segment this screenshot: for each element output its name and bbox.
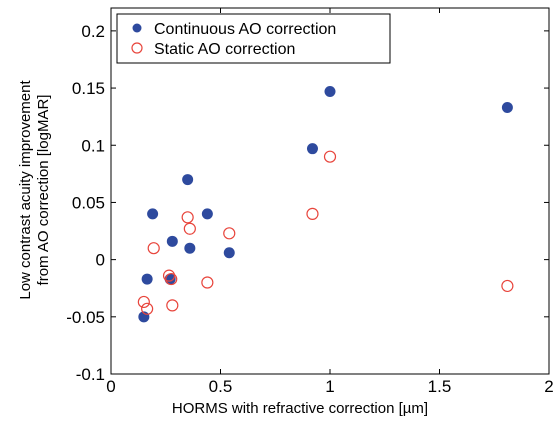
x-axis-ticks: 0 0.5 1 1.5 2 — [106, 8, 554, 396]
data-point — [147, 242, 160, 255]
y-tick-label: -0.05 — [66, 308, 105, 327]
x-tick-label: 0.5 — [209, 377, 233, 396]
y-axis-ticks: -0.1 -0.05 0 0.05 0.1 0.15 0.2 — [66, 22, 549, 384]
data-point — [184, 242, 196, 254]
data-point — [501, 279, 514, 293]
legend-box — [116, 13, 391, 64]
x-tick-label: 1.5 — [428, 377, 452, 396]
y-tick-label: -0.1 — [76, 365, 105, 384]
plot-area: 0 0.5 1 1.5 2 -0.1 -0.05 0 0.05 0.1 0.15 0.2 — [66, 7, 554, 396]
x-tick-label: 1 — [325, 377, 334, 396]
data-point — [181, 211, 194, 224]
series-continuous — [138, 85, 513, 323]
data-point — [324, 85, 336, 97]
y-tick-label: 0.1 — [81, 136, 105, 155]
data-point — [306, 207, 319, 220]
data-point — [141, 273, 153, 285]
data-point — [201, 276, 214, 289]
data-point — [323, 150, 337, 163]
data-point — [141, 302, 154, 315]
data-point — [183, 222, 196, 235]
data-point — [306, 143, 318, 155]
y-axis-title-line-2: from AO correction [logMAR] — [35, 95, 52, 286]
y-axis-title: Low contrast acuity improvement from AO … — [17, 80, 52, 300]
x-tick-label: 2 — [544, 377, 553, 396]
data-point — [165, 272, 178, 286]
legend-marker-continuous — [132, 23, 142, 33]
series-static — [137, 150, 514, 315]
legend-marker-static — [131, 42, 143, 54]
data-point — [223, 247, 235, 259]
data-point — [147, 208, 159, 220]
data-point — [201, 208, 213, 220]
y-tick-label: 0.15 — [72, 79, 105, 98]
data-point — [182, 174, 194, 186]
y-axis-title-line-1: Low contrast acuity improvement — [17, 80, 34, 300]
data-point — [162, 269, 176, 282]
data-point — [501, 102, 513, 114]
legend-label-static: Static AO correction — [154, 41, 295, 58]
y-tick-label: 0 — [96, 251, 105, 270]
data-point — [137, 295, 150, 309]
y-tick-label: 0.2 — [81, 22, 105, 41]
data-point — [166, 299, 179, 312]
y-tick-label: 0.05 — [72, 193, 105, 212]
x-tick-label: 0 — [106, 377, 115, 396]
data-points — [137, 85, 514, 323]
x-axis-title: HORMS with refractive correction [µm] — [172, 400, 428, 417]
data-point — [164, 273, 176, 285]
data-point — [223, 227, 236, 240]
data-point — [166, 235, 178, 247]
legend-label-continuous: Continuous AO correction — [154, 21, 336, 38]
legend: Continuous AO correction Static AO corre… — [116, 13, 391, 64]
